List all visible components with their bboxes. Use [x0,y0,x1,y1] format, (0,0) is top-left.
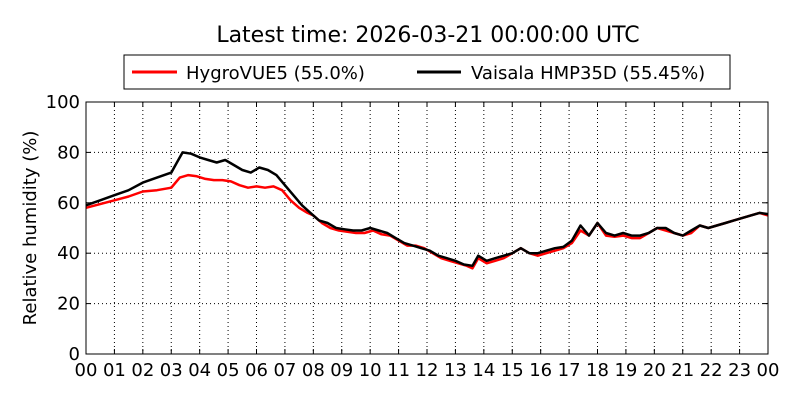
x-tick-label: 14 [472,360,495,381]
series-line-vaisala [85,151,769,268]
x-tick-label: 05 [217,360,240,381]
y-tick-label: 20 [57,294,80,315]
x-tick-label: 20 [643,360,666,381]
x-tick-label: 06 [245,360,268,381]
y-axis-label: Relative humidity (%) [20,131,41,326]
x-tick-label: 13 [444,360,467,381]
x-tick-label: 23 [728,360,751,381]
grid-lines [86,102,768,354]
tick-marks [85,101,769,355]
legend-label-vaisala: Vaisala HMP35D (55.45%) [471,63,705,84]
y-tick-label: 60 [57,193,80,214]
x-tick-label: 16 [529,360,552,381]
x-tick-label: 11 [387,360,410,381]
x-tick-label: 15 [501,360,524,381]
x-tick-label: 09 [330,360,353,381]
y-tick-label: 100 [46,92,80,113]
legend-label-hygrovue5: HygroVUE5 (55.0%) [186,63,365,84]
x-tick-label: 21 [671,360,694,381]
x-tick-label: 12 [416,360,439,381]
x-tick-label: 03 [160,360,183,381]
x-tick-label: 17 [558,360,581,381]
y-tick-label: 0 [69,344,80,365]
x-tick-label: 18 [586,360,609,381]
chart-title: Latest time: 2026-03-21 00:00:00 UTC [216,23,639,48]
legend: HygroVUE5 (55.0%) Vaisala HMP35D (55.45%… [123,54,731,90]
x-tick-label: 08 [302,360,325,381]
y-tick-label: 40 [57,243,80,264]
y-tick-label: 80 [57,142,80,163]
y-tick-labels: 0 20 40 60 80 100 [46,92,80,365]
x-tick-label: 02 [131,360,154,381]
x-tick-label: 04 [188,360,211,381]
x-tick-label: 22 [700,360,723,381]
x-tick-label: 01 [103,360,126,381]
x-tick-labels: 00 01 02 03 04 05 06 07 08 09 10 11 12 13 14 15 16 17 18 19… [75,360,780,381]
x-tick-label: 19 [614,360,637,381]
x-tick-label: 07 [273,360,296,381]
x-tick-label: 00 [75,360,98,381]
series-layer [85,151,769,270]
x-tick-label: 00 [757,360,780,381]
x-tick-label: 10 [359,360,382,381]
